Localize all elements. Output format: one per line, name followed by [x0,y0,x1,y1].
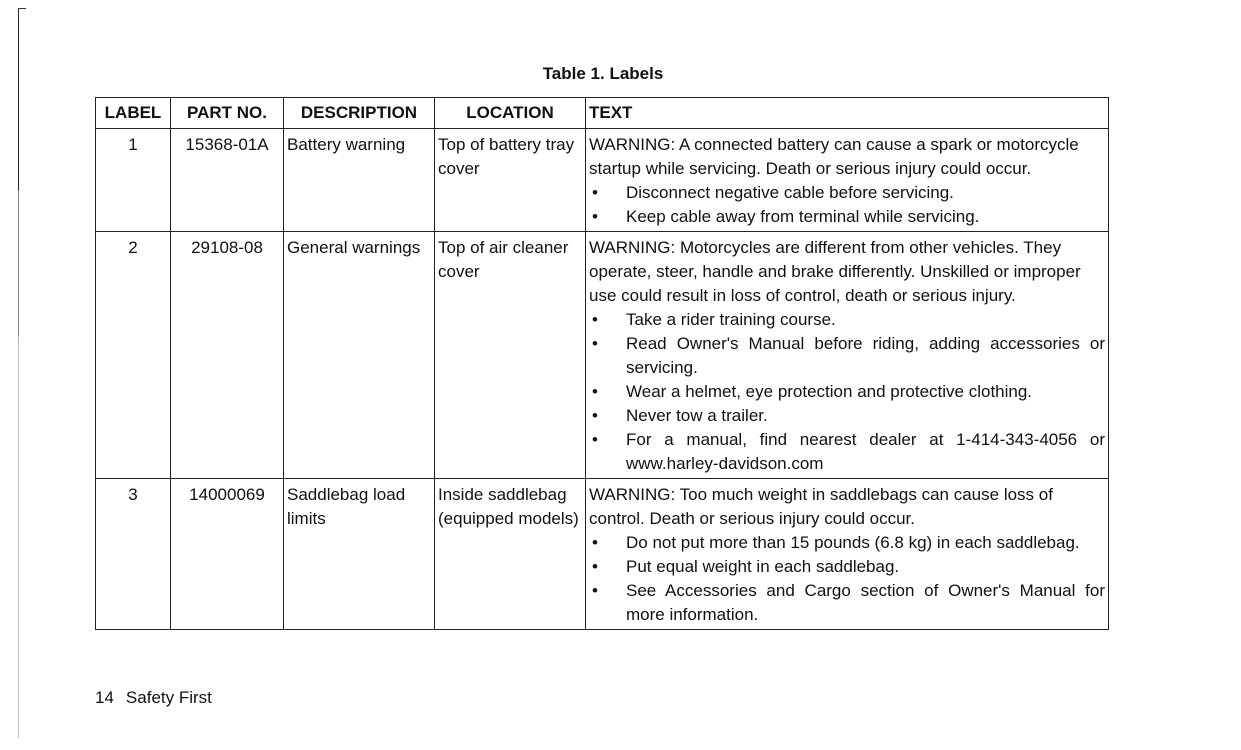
page-footer: 14 Safety First [95,688,224,708]
header-part-no: PART NO. [170,97,284,129]
bullet-item: Take a rider training course. [589,308,1105,332]
scan-edge-corner [18,8,26,9]
bullet-item: Never tow a trailer. [589,404,1105,428]
table-title: Table 1. Labels [542,64,664,83]
cell-location: Top of air cleaner cover [434,231,586,479]
bullet-item: Do not put more than 15 pounds (6.8 kg) … [589,531,1105,555]
table-row: 3 14000069 Saddlebag load limits Inside sad… [95,478,1109,630]
labels-table: LABEL PART NO. DESCRIPTION LOCATION TEXT… [95,97,1109,630]
cell-location: Top of battery tray cover [434,128,586,232]
table-row: 1 15368-01A Battery warning Top of battery … [95,128,1109,232]
header-text: TEXT [585,97,1109,129]
bullet-item: Wear a helmet, eye protection and protec… [589,380,1105,404]
cell-description: General warnings [283,231,435,479]
warning-text: WARNING: Motorcycles are different from … [589,238,1081,305]
cell-text: WARNING: Too much weight in saddlebags c… [585,478,1109,630]
bullet-item: Keep cable away from terminal while serv… [589,205,1105,229]
bullet-list: Do not put more than 15 pounds (6.8 kg) … [589,531,1105,627]
cell-text: WARNING: Motorcycles are different from … [585,231,1109,479]
cell-part-no: 15368-01A [170,128,284,232]
cell-location: Inside saddlebag (equipped models) [434,478,586,630]
cell-part-no: 29108-08 [170,231,284,479]
scan-edge-line [18,8,19,738]
cell-label: 2 [95,231,171,479]
warning-text: WARNING: Too much weight in saddlebags c… [589,485,1053,528]
bullet-item: Put equal weight in each saddlebag. [589,555,1105,579]
bullet-list: Take a rider training course.Read Owner'… [589,308,1105,476]
bullet-list: Disconnect negative cable before servici… [589,181,1105,229]
header-location: LOCATION [434,97,586,129]
bullet-item: Disconnect negative cable before servici… [589,181,1105,205]
table-row: 2 29108-08 General warnings Top of air clea… [95,231,1109,479]
page-number: 14 [95,688,114,707]
section-name: Safety First [125,688,212,707]
cell-description: Battery warning [283,128,435,232]
cell-part-no: 14000069 [170,478,284,630]
header-description: DESCRIPTION [283,97,435,129]
table-header-row: LABEL PART NO. DESCRIPTION LOCATION TEXT [95,97,1109,129]
cell-description: Saddlebag load limits [283,478,435,630]
cell-label: 1 [95,128,171,232]
cell-label: 3 [95,478,171,630]
bullet-item: See Accessories and Cargo section of Own… [589,579,1105,627]
cell-text: WARNING: A connected battery can cause a… [585,128,1109,232]
header-label: LABEL [95,97,171,129]
warning-text: WARNING: A connected battery can cause a… [589,135,1079,178]
bullet-item: Read Owner's Manual before riding, addin… [589,332,1105,380]
bullet-item: For a manual, find nearest dealer at 1-4… [589,428,1105,476]
